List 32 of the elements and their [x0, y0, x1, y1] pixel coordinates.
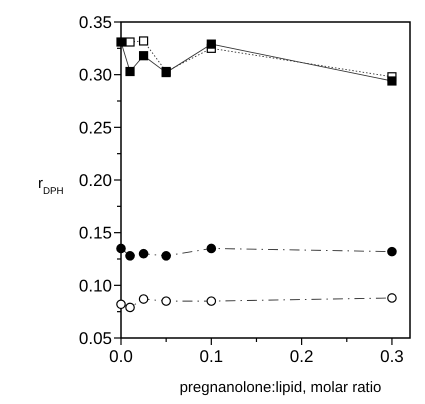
- point: [206, 40, 216, 49]
- point: [125, 302, 135, 312]
- x-tick-label: 0.3: [380, 347, 404, 366]
- point: [116, 244, 126, 254]
- point: [161, 296, 171, 306]
- y-tick-label: 0.10: [78, 276, 112, 296]
- y-tick-label: 0.05: [78, 328, 112, 348]
- x-tick-label: 0.0: [109, 347, 133, 366]
- point: [125, 37, 135, 47]
- point: [387, 293, 397, 303]
- point: [206, 244, 216, 254]
- point: [138, 248, 148, 259]
- y-tick-label: 0.25: [78, 118, 112, 138]
- y-tick-label: 0.35: [78, 12, 112, 32]
- y-tick-label: 0.20: [78, 170, 112, 190]
- point: [387, 76, 397, 86]
- x-tick-label: 0.1: [199, 347, 224, 366]
- point: [206, 296, 216, 306]
- point: [125, 66, 135, 76]
- point: [138, 36, 148, 46]
- point: [125, 251, 135, 261]
- point: [116, 299, 126, 310]
- y-axis-title: r$_{DPH}$: [38, 175, 64, 196]
- point: [138, 294, 148, 304]
- y-tick-label: 0.30: [78, 66, 112, 85]
- point: [116, 37, 126, 47]
- point: [387, 246, 397, 256]
- x-tick-label: 0.2: [290, 347, 314, 366]
- point: [138, 51, 148, 60]
- y-tick-label: 0.15: [78, 224, 112, 243]
- point: [161, 251, 171, 261]
- x-axis-title: pregnanolone:lipid, molar ratio: [180, 379, 382, 396]
